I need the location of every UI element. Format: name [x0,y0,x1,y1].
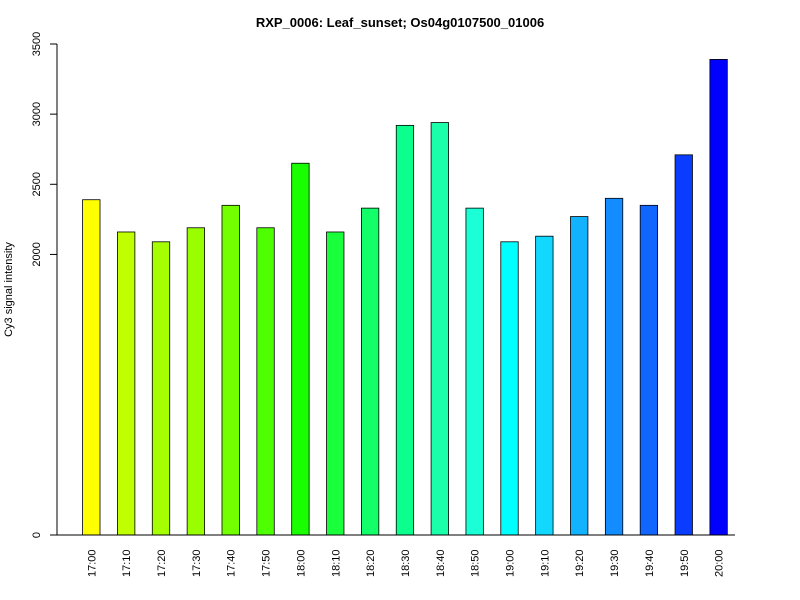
x-tick-label: 19:10 [539,549,551,577]
bar-1940 [639,204,659,536]
x-tick-label: 18:30 [400,549,412,577]
x-axis: 17:00 17:10 17:20 17:30 17:40 17:50 18:00 18:10… [57,534,735,577]
x-tick-label: 18:00 [295,549,307,577]
x-tick-label: 17:50 [261,549,273,577]
bar-1920 [570,216,589,536]
x-tick-label: 18:40 [435,549,447,577]
bar-1840 [430,122,449,536]
y-tick-label: 3000 [31,102,43,126]
bar-1830 [395,124,415,536]
x-tick-label: 19:00 [505,549,517,577]
x-tick-label: 19:50 [679,549,691,577]
y-tick-label: 2500 [31,172,43,196]
bar-1930 [604,197,624,536]
y-axis-label: Cy3 signal intensity [3,242,15,337]
y-tick-label: 3500 [31,32,43,56]
bar-1950 [674,154,693,536]
x-tick-label: 17:30 [191,549,203,577]
bar-1800 [291,162,310,536]
bar-1810 [326,231,345,536]
y-tick-label: 0 [31,532,43,538]
bar-1710 [117,231,136,536]
bar-1820 [360,207,380,536]
y-axis: 0 2000 2500 3000 3500 [31,32,58,538]
bar-2000 [709,59,728,536]
x-tick-label: 18:50 [470,549,482,577]
x-tick-label: 17:00 [86,549,98,577]
bar-1900 [500,241,519,536]
y-tick-label: 2000 [31,242,43,266]
x-tick-label: 19:40 [644,549,656,577]
bar-1730 [186,227,205,536]
bar-1720 [151,241,171,536]
x-tick-label: 19:20 [574,549,586,577]
x-tick-label: 19:30 [609,549,621,577]
bar-1750 [256,227,275,536]
x-tick-label: 18:10 [330,549,342,577]
x-tick-label: 20:00 [714,549,726,577]
bar-1850 [465,207,484,536]
x-tick-label: 17:40 [226,549,238,577]
chart-title: RXP_0006: Leaf_sunset; Os04g0107500_0100… [256,15,544,30]
x-tick-label: 17:10 [121,549,133,577]
x-tick-label: 18:20 [365,549,377,577]
bar-1740 [221,204,240,536]
bar-1910 [535,235,554,536]
x-tick-label: 17:20 [156,549,168,577]
bar-group [82,59,728,536]
bar-1700 [82,199,101,536]
